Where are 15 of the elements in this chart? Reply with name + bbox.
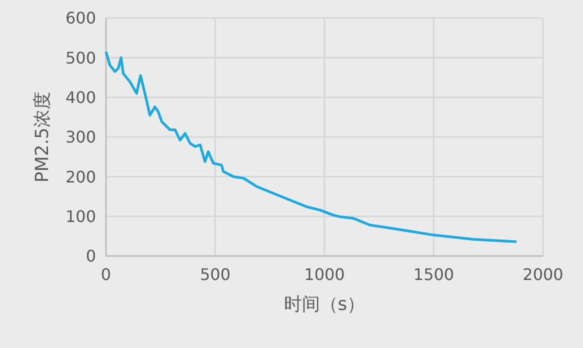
y-tick-label: 200 <box>65 167 96 186</box>
y-tick-label: 300 <box>65 128 96 147</box>
y-tick-label: 600 <box>65 8 96 28</box>
x-tick-label: 1000 <box>304 265 345 284</box>
y-axis-title: PM2.5浓度 <box>32 91 53 183</box>
x-tick-label: 500 <box>200 265 231 284</box>
x-tick-label: 2000 <box>522 265 564 284</box>
y-tick-label: 0 <box>86 246 96 266</box>
x-tick-label: 0 <box>100 265 112 284</box>
x-tick-label: 1500 <box>413 265 454 284</box>
y-tick-label: 100 <box>65 206 96 226</box>
y-tick-label: 400 <box>65 88 96 107</box>
y-tick-label: 500 <box>65 48 96 68</box>
line-series <box>104 50 518 244</box>
x-axis-title: 时间（s） <box>284 294 366 315</box>
